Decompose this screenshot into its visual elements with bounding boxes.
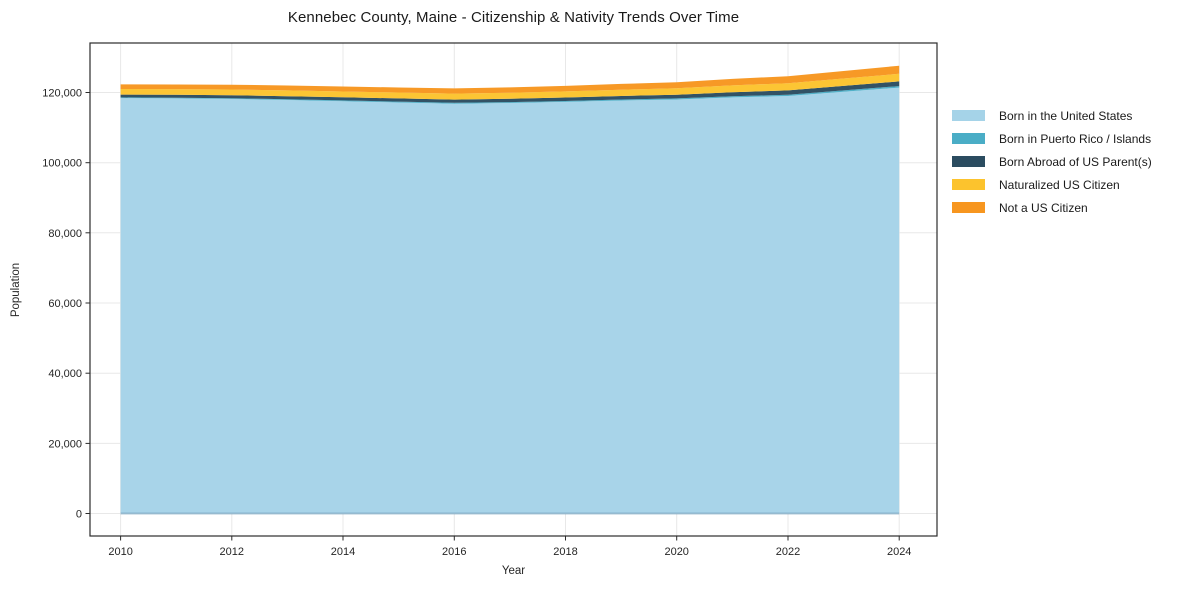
x-tick-label-2018: 2018: [553, 546, 577, 558]
legend: Born in the United States Born in Puerto …: [952, 104, 1152, 219]
legend-swatch-icon: [952, 179, 985, 190]
y-tick-label-100000: 100,000: [42, 158, 82, 170]
legend-label: Born Abroad of US Parent(s): [999, 154, 1152, 169]
legend-item: Born in Puerto Rico / Islands: [952, 127, 1152, 150]
area-series-0: [120, 87, 900, 514]
legend-swatch-icon: [952, 133, 985, 144]
y-tick-label-40000: 40,000: [48, 368, 82, 380]
x-axis-ticks: 2010 2012 2014 2016 2018 2020 2022 2024: [108, 536, 911, 558]
area-series-3: [120, 73, 900, 100]
area-series-4: [120, 65, 900, 94]
legend-swatch-icon: [952, 202, 985, 213]
area-series-2: [120, 81, 900, 103]
y-tick-label-80000: 80,000: [48, 228, 82, 240]
legend-item: Naturalized US Citizen: [952, 173, 1152, 196]
legend-label: Born in the United States: [999, 108, 1133, 123]
plot-frame: [89, 42, 938, 537]
chart-title: Kennebec County, Maine - Citizenship & N…: [287, 9, 740, 26]
y-tick-label-0: 0: [76, 509, 82, 521]
legend-swatch-icon: [952, 156, 985, 167]
legend-label: Naturalized US Citizen: [999, 177, 1120, 192]
x-tick-label-2012: 2012: [220, 546, 244, 558]
x-axis-label: Year: [501, 565, 526, 577]
y-tick-label-20000: 20,000: [48, 438, 82, 450]
y-axis-ticks: 0 20,000 40,000 60,000 80,000 100,000 120,000: [42, 88, 90, 521]
y-tick-label-120000: 120,000: [42, 88, 82, 100]
x-tick-label-2024: 2024: [887, 546, 911, 558]
legend-label: Not a US Citizen: [999, 200, 1088, 215]
y-tick-label-60000: 60,000: [48, 298, 82, 310]
legend-swatch-icon: [952, 110, 985, 121]
stacked-areas: [120, 65, 900, 515]
x-tick-label-2020: 2020: [664, 546, 688, 558]
x-tick-label-2022: 2022: [776, 546, 800, 558]
x-tick-label-2016: 2016: [442, 546, 466, 558]
legend-label: Born in Puerto Rico / Islands: [999, 131, 1152, 146]
x-tick-label-2010: 2010: [108, 546, 132, 558]
legend-item: Born in the United States: [952, 104, 1152, 127]
legend-item: Not a US Citizen: [952, 196, 1152, 219]
legend-item: Born Abroad of US Parent(s): [952, 150, 1152, 173]
x-tick-label-2014: 2014: [331, 546, 355, 558]
